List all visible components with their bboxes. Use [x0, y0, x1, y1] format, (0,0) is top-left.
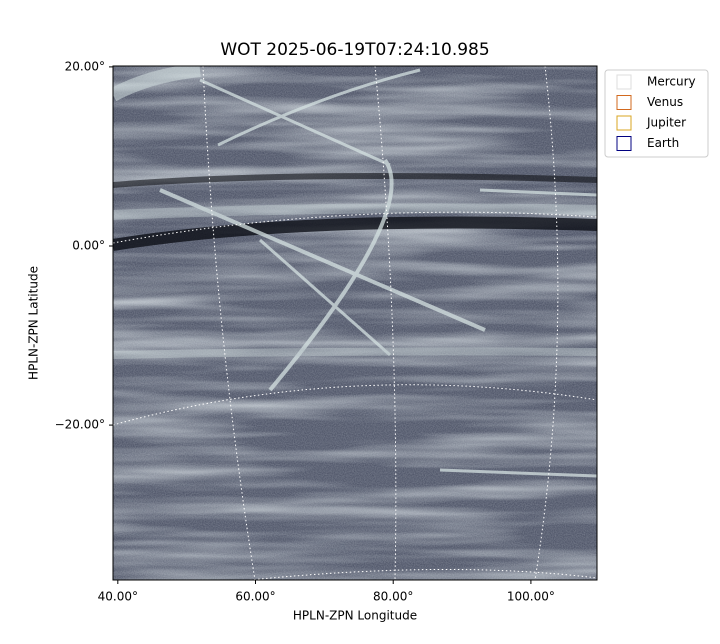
legend-swatch — [616, 115, 632, 131]
x-tick-label: 40.00° — [98, 590, 138, 604]
legend-swatch — [616, 95, 632, 110]
y-tick-label: 20.00° — [65, 59, 105, 73]
legend: Mercury Venus Jupiter Earth — [604, 69, 709, 158]
x-tick-label: 80.00° — [373, 590, 413, 604]
chart-title: WOT 2025-06-19T07:24:10.985 — [220, 40, 489, 60]
legend-swatch — [616, 74, 632, 90]
y-tick-label: 0.00° — [72, 238, 105, 252]
legend-label: Mercury — [647, 75, 696, 89]
y-axis-label: HPLN-ZPN Latitude — [27, 266, 41, 380]
legend-swatch — [616, 136, 632, 151]
legend-label: Venus — [647, 95, 683, 109]
y-tick-label: −20.00° — [55, 418, 105, 432]
x-tick-label: 100.00° — [507, 590, 555, 604]
x-axis-label: HPLN-ZPN Longitude — [293, 609, 417, 623]
x-tick-label: 60.00° — [235, 590, 275, 604]
legend-label: Earth — [647, 136, 679, 150]
plot-frame — [112, 65, 598, 581]
legend-label: Jupiter — [646, 116, 686, 130]
image — [113, 66, 597, 580]
